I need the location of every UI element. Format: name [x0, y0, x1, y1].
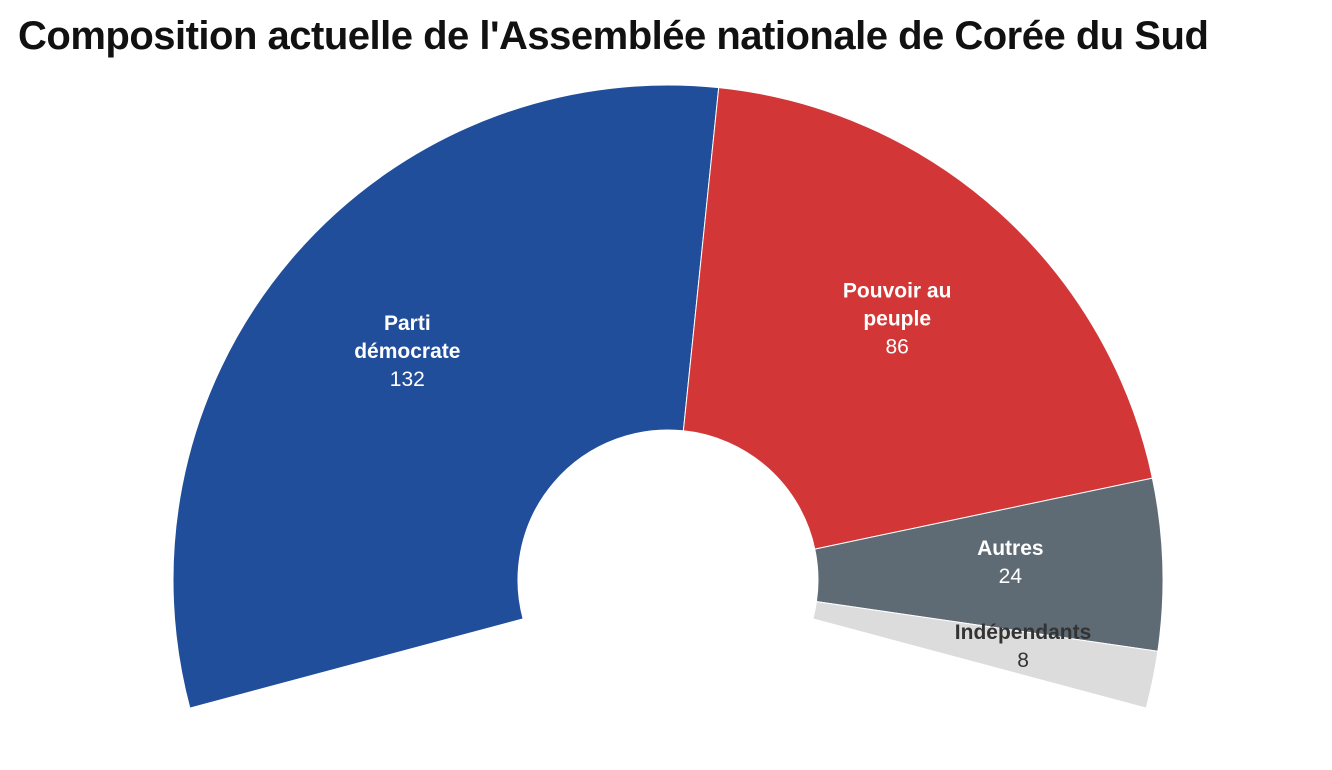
- slice-value-parti-democrate: 132: [390, 368, 425, 391]
- slice-independants: [812, 601, 1159, 709]
- slice-label-parti-democrate: Parti démocrate 132: [354, 312, 460, 391]
- slice-label-autres: Autres 24: [977, 537, 1044, 588]
- slice-name-pouvoir-au-peuple-line-2: peuple: [863, 307, 931, 330]
- slice-value-pouvoir-au-peuple: 86: [885, 335, 908, 358]
- slice-value-autres: 24: [999, 565, 1023, 588]
- slice-name-parti-democrate-line-2: démocrate: [354, 340, 460, 363]
- slice-name-independants-line-1: Indépendants: [955, 621, 1092, 644]
- slice-name-pouvoir-au-peuple-line-1: Pouvoir au: [843, 279, 952, 302]
- slice-name-parti-democrate-line-1: Parti: [384, 312, 431, 335]
- chart-title: Composition actuelle de l'Assemblée nati…: [18, 14, 1209, 58]
- slice-name-autres-line-1: Autres: [977, 537, 1044, 560]
- slice-parti-democrate: [172, 84, 720, 709]
- chart-labels: Parti démocrate 132 Pouvoir au peuple 86 Autre…: [354, 279, 1091, 672]
- slice-label-pouvoir-au-peuple: Pouvoir au peuple 86: [843, 279, 952, 358]
- chart-slices: [172, 84, 1164, 709]
- slice-label-independants: Indépendants 8: [955, 621, 1092, 672]
- slice-value-independants: 8: [1017, 649, 1029, 672]
- slice-pouvoir-au-peuple: [682, 87, 1153, 550]
